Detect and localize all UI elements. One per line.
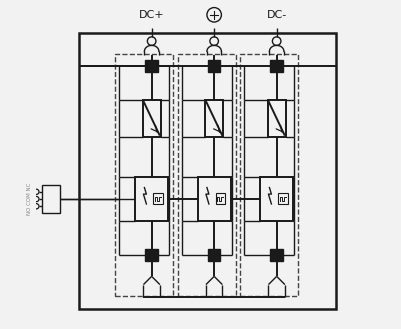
- Text: DC+: DC+: [138, 10, 164, 20]
- Polygon shape: [135, 177, 168, 221]
- Text: DC-: DC-: [266, 10, 286, 20]
- Polygon shape: [277, 193, 287, 204]
- Polygon shape: [42, 185, 60, 213]
- Text: NO COM NC: NO COM NC: [27, 183, 32, 215]
- Polygon shape: [153, 193, 162, 204]
- Polygon shape: [142, 99, 160, 138]
- Polygon shape: [215, 193, 225, 204]
- Polygon shape: [270, 249, 282, 261]
- Polygon shape: [270, 60, 282, 72]
- Polygon shape: [197, 177, 230, 221]
- Polygon shape: [145, 60, 158, 72]
- Polygon shape: [267, 99, 285, 138]
- Polygon shape: [207, 60, 220, 72]
- Polygon shape: [205, 99, 223, 138]
- Polygon shape: [145, 249, 158, 261]
- Polygon shape: [207, 249, 220, 261]
- Polygon shape: [259, 177, 292, 221]
